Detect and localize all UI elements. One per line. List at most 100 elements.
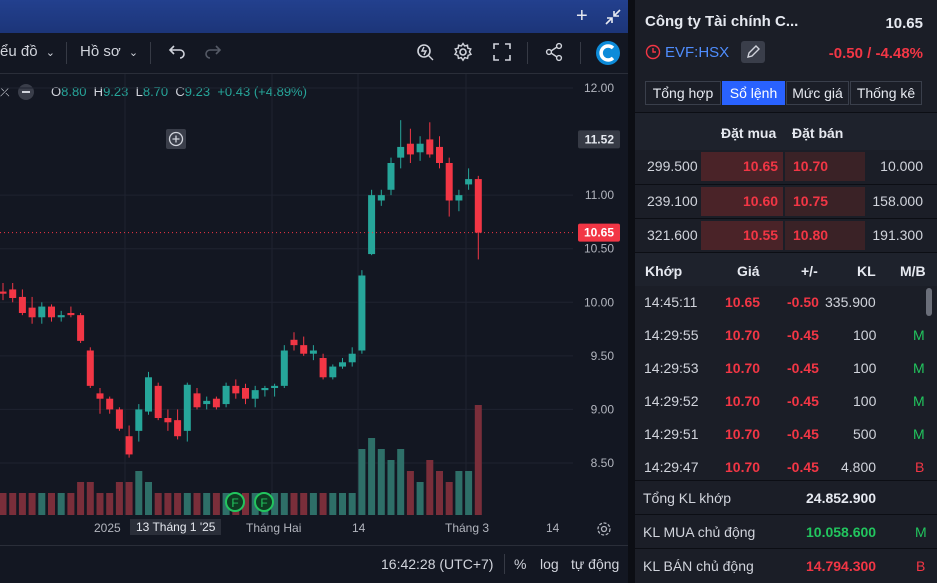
volume-bar [290, 493, 298, 515]
axis-settings-icon[interactable] [596, 521, 612, 542]
volume-bar [242, 493, 249, 515]
trades-scrollbar[interactable] [926, 288, 932, 316]
event-marker-icon[interactable]: F [225, 492, 245, 512]
candle-body [232, 385, 240, 394]
candle-body [86, 350, 94, 386]
candle-body [18, 296, 26, 313]
volume-bar [465, 471, 473, 515]
trade-change: -0.45 [787, 327, 819, 343]
active-buy-label: KL MUA chủ động [643, 524, 756, 540]
company-name: Công ty Tài chính C... [645, 13, 799, 30]
active-sell-side: B [916, 558, 926, 574]
total-volume-label: Tổng KL khớp [643, 490, 732, 506]
event-marker-icon[interactable]: F [254, 492, 274, 512]
ask-volume: 158.000 [872, 193, 923, 209]
price-chart[interactable]: F F 12.00 11.00 10.50 10.00 9.50 9.00 8.50 11.52… [0, 74, 628, 515]
trade-price: 10.70 [725, 327, 761, 343]
summary-buy-row: KL MUA chủ động 10.058.600 M [635, 514, 937, 548]
price-axis-label: 9.50 [591, 349, 615, 363]
candle-body [339, 362, 346, 367]
volume-bar [86, 482, 94, 515]
tab-price-levels[interactable]: Mức giá [786, 81, 849, 105]
ask-price[interactable]: 10.70 [793, 158, 829, 174]
bid-volume: 299.500 [647, 158, 698, 174]
candle-body [329, 366, 337, 378]
candle-body [368, 195, 376, 255]
bid-price[interactable]: 10.55 [743, 227, 779, 243]
volume-bar [135, 471, 143, 515]
volume-bar [106, 493, 114, 515]
share-icon[interactable] [544, 42, 564, 66]
toolbar-divider [527, 42, 528, 64]
high-label: H [93, 84, 104, 99]
candle-body [164, 418, 172, 423]
trade-time: 14:29:51 [644, 426, 699, 442]
book-row: 239.100 10.60 10.75 158.000 [635, 184, 937, 217]
candle-body [222, 385, 230, 405]
tab-order-book[interactable]: Sổ lệnh [722, 81, 785, 105]
trade-change: -0.50 [787, 294, 819, 310]
auto-scale-toggle[interactable]: tự động [571, 556, 620, 572]
candle-body [290, 339, 298, 346]
bid-cell [701, 221, 783, 250]
candle-body [28, 307, 36, 318]
bid-price[interactable]: 10.65 [743, 158, 779, 174]
time-axis-label: Tháng 3 [445, 521, 490, 535]
candle-body [96, 393, 104, 399]
ask-header: Đặt bán [792, 125, 844, 141]
percent-scale-toggle[interactable]: % [514, 556, 527, 572]
ask-volume: 191.300 [872, 227, 923, 243]
quick-search-icon[interactable] [415, 42, 435, 66]
add-indicator-icon[interactable] [166, 129, 186, 149]
ask-price[interactable]: 10.75 [793, 193, 829, 209]
undo-icon[interactable] [168, 42, 186, 64]
ask-volume: 10.000 [880, 158, 923, 174]
candle-body [377, 195, 385, 201]
last-price-label: 10.65 [584, 226, 614, 240]
bid-price[interactable]: 10.60 [743, 193, 779, 209]
candle-body [174, 420, 182, 437]
add-icon[interactable]: + [576, 5, 588, 27]
price-axis-label: 11.00 [585, 188, 614, 202]
tab-summary[interactable]: Tổng hợp [645, 81, 721, 105]
low-label: L [135, 84, 143, 99]
trade-volume: 500 [853, 426, 877, 442]
trade-price: 10.70 [725, 426, 761, 442]
brand-logo-icon[interactable] [595, 40, 621, 70]
redo-icon[interactable] [204, 42, 222, 64]
trade-row: 14:45:11 10.65 -0.50 335.900 [635, 286, 925, 319]
candle-body [125, 436, 133, 455]
chart-pane[interactable]: + ểu đồ ⌄ Hồ sơ ⌄ [0, 0, 628, 583]
bid-header: Đặt mua [721, 125, 777, 141]
log-scale-toggle[interactable]: log [540, 556, 559, 572]
trades-list[interactable]: 14:45:11 10.65 -0.50 335.900 14:29:55 10… [635, 286, 937, 478]
profile-menu[interactable]: Hồ sơ ⌄ [80, 43, 139, 60]
symbol-link[interactable]: EVF:HSX [665, 44, 730, 61]
bid-volume: 321.600 [647, 227, 698, 243]
time-axis-label: Tháng Hai [246, 521, 302, 535]
volume-bar [57, 493, 65, 515]
trade-change: -0.45 [787, 393, 819, 409]
chart-type-menu[interactable]: ểu đồ ⌄ [0, 43, 55, 60]
fullscreen-icon[interactable] [493, 43, 511, 65]
candle-body [465, 179, 473, 185]
summary-total-row: Tổng KL khớp 24.852.900 [635, 480, 937, 514]
ask-price[interactable]: 10.80 [793, 227, 829, 243]
trade-change: -0.45 [787, 426, 819, 442]
svg-text:F: F [231, 496, 238, 510]
legend-close-icon[interactable]: ⤫ [0, 85, 10, 99]
candle-body [251, 390, 259, 399]
tab-statistics[interactable]: Thống kê [850, 81, 922, 105]
edit-pencil-icon[interactable] [741, 41, 765, 63]
settings-gear-icon[interactable] [453, 42, 473, 66]
volume-bar [203, 493, 211, 515]
trade-side: M [913, 426, 925, 442]
pane-divider[interactable] [628, 0, 635, 583]
ask-cell [785, 221, 865, 250]
bid-volume: 239.100 [647, 193, 698, 209]
price-axis-label: 9.00 [591, 402, 615, 416]
trade-row: 14:29:53 10.70 -0.45 100 M [635, 352, 925, 385]
toolbar-divider [150, 42, 151, 64]
collapse-icon[interactable] [604, 8, 622, 30]
time-axis[interactable]: 2025 13 Tháng 1 '25 Tháng Hai 14 Tháng 3 14 [0, 515, 628, 545]
